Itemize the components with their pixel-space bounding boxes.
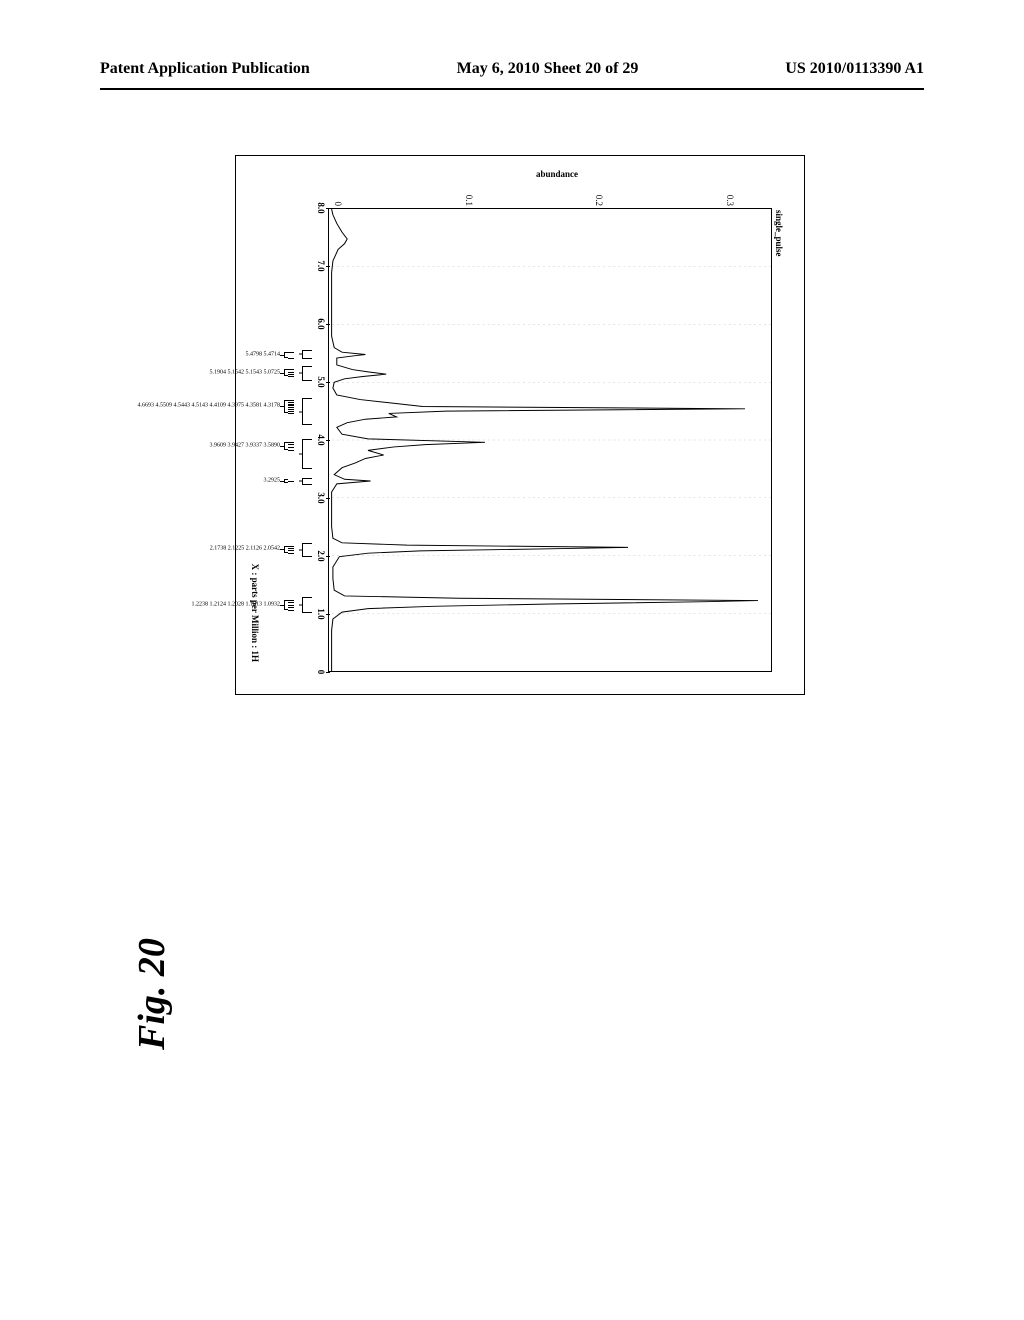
integration-brackets <box>296 208 312 672</box>
x-tick-label: 0 <box>316 670 326 675</box>
peak-marker <box>288 450 294 451</box>
figure-label: Fig. 20 <box>130 938 174 1050</box>
x-axis-ticks: 8.07.06.05.04.03.02.01.00 <box>312 208 326 672</box>
peak-marker <box>288 372 294 373</box>
spectrum-plot-area <box>328 208 772 672</box>
x-axis-region: 8.07.06.05.04.03.02.01.00 5.4798 5.47145… <box>248 208 326 672</box>
x-tick-mark <box>326 324 330 325</box>
header-center: May 6, 2010 Sheet 20 of 29 <box>457 60 639 78</box>
spectrum-inner: single_pulse abundance 00.10.20.3 8.07.0… <box>248 168 792 682</box>
peak-marker <box>288 600 294 601</box>
peak-values: 1.2238 1.2124 1.2028 1.1813 1.0932 <box>192 601 281 608</box>
peak-marker <box>288 605 294 606</box>
y-tick: 0.1 <box>464 195 474 206</box>
peak-values: 4.6693 4.5509 4.5443 4.5143 4.4109 4.397… <box>138 403 281 410</box>
x-tick-label: 3.0 <box>316 492 326 503</box>
spectrum-trace-svg <box>329 209 771 671</box>
x-tick-mark <box>326 208 330 209</box>
page-header: Patent Application Publication May 6, 20… <box>0 60 1024 78</box>
peak-marker <box>288 550 294 551</box>
peak-marker <box>288 447 294 448</box>
x-tick-label: 1.0 <box>316 608 326 619</box>
peak-marker <box>288 369 294 370</box>
x-tick-mark <box>326 614 330 615</box>
peak-marker <box>288 374 294 375</box>
peak-marker <box>288 602 294 603</box>
header-right: US 2010/0113390 A1 <box>785 60 924 78</box>
integration-bracket <box>302 350 312 359</box>
x-tick-label: 4.0 <box>316 434 326 445</box>
peak-marker <box>288 376 294 377</box>
integration-bracket <box>302 398 312 425</box>
x-tick-label: 2.0 <box>316 550 326 561</box>
x-tick-mark <box>326 440 330 441</box>
x-tick-mark <box>326 556 330 557</box>
x-tick-mark <box>326 382 330 383</box>
peak-values: 3.2925 <box>264 478 281 485</box>
x-axis-label: X : parts per Million : 1H <box>250 564 260 662</box>
x-tick-label: 7.0 <box>316 260 326 271</box>
y-axis-ticks: 0 0.1 0.2 0.3 <box>328 178 772 206</box>
x-tick-label: 6.0 <box>316 318 326 329</box>
peak-marker <box>288 481 294 482</box>
x-tick-label: 5.0 <box>316 376 326 387</box>
peak-values: 5.4798 5.4714 <box>246 351 281 358</box>
plot-title: single_pulse <box>774 210 784 257</box>
peak-marker <box>288 546 294 547</box>
integration-bracket <box>302 543 312 557</box>
peak-marker <box>288 442 294 443</box>
y-tick: 0.2 <box>594 195 604 206</box>
header-left: Patent Application Publication <box>100 60 310 78</box>
peak-values: 3.9609 3.9427 3.9337 3.5890 <box>210 442 281 449</box>
nmr-spectrum-figure: single_pulse abundance 00.10.20.3 8.07.0… <box>235 155 805 695</box>
header-rule <box>100 88 924 90</box>
peak-marker <box>288 607 294 608</box>
peak-marker <box>288 413 294 414</box>
peak-marker <box>288 352 294 353</box>
x-tick-mark <box>326 672 330 673</box>
x-tick-label: 8.0 <box>316 202 326 213</box>
y-tick: 0.3 <box>725 195 735 206</box>
peak-marker <box>288 548 294 549</box>
integration-bracket <box>302 366 312 381</box>
integration-bracket <box>302 439 312 469</box>
peak-marker <box>288 444 294 445</box>
y-tick: 0 <box>333 202 343 207</box>
peak-marker <box>288 610 294 611</box>
integration-bracket <box>302 478 312 486</box>
x-tick-mark <box>326 498 330 499</box>
x-tick-mark <box>326 266 330 267</box>
peak-values: 5.1904 5.1542 5.1543 5.0725 <box>210 369 281 376</box>
peak-marker <box>288 358 294 359</box>
integration-bracket <box>302 597 312 613</box>
peak-values: 2.1738 2.1225 2.1126 2.0542 <box>210 546 280 553</box>
peak-marker <box>288 553 294 554</box>
